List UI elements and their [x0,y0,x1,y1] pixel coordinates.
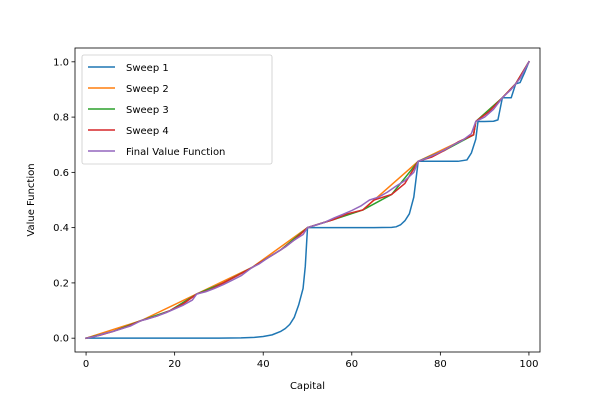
legend-entry-2: Sweep 2 [126,84,169,95]
y-tick-label: 0.6 [53,168,69,179]
plot-frame [74,47,541,353]
y-tick-label: 0.2 [53,278,69,289]
legend-frame [81,54,273,165]
x-tick-label: 40 [257,359,270,370]
y-tick-label: 1.0 [53,57,69,68]
legend-entry-3: Sweep 3 [126,105,169,116]
y-axis-label: Value Function [26,163,37,236]
x-axis-label: Capital [290,381,325,392]
series-line-1 [85,60,530,339]
x-tick-label: 20 [168,359,181,370]
y-tick-label: 0.4 [53,223,69,234]
x-axis-ticks: 0 20 40 60 80 100 [83,352,538,370]
series-layer [85,60,530,340]
x-tick-label: 100 [519,359,538,370]
legend: Sweep 1 Sweep 2 Sweep 3 Sweep 4 Final Value … [81,54,273,165]
x-tick-label: 80 [434,359,447,370]
y-tick-label: 0.8 [53,113,69,124]
y-axis-ticks: 0.0 0.2 0.4 0.6 0.8 1.0 [53,57,75,345]
y-tick-label: 0.0 [53,334,69,345]
legend-entry-1: Sweep 1 [126,63,169,74]
legend-entry-4: Sweep 4 [126,126,169,137]
x-tick-label: 0 [83,359,89,370]
series-line-5 [85,60,530,340]
legend-entry-5: Final Value Function [126,147,225,158]
x-tick-label: 60 [345,359,358,370]
